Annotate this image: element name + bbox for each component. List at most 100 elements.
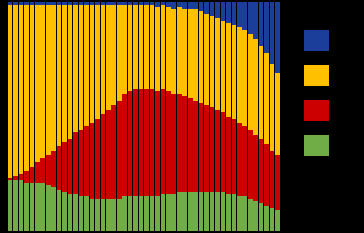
Bar bbox=[46, 155, 51, 185]
Bar bbox=[237, 27, 242, 123]
Bar bbox=[232, 119, 236, 194]
Bar bbox=[182, 2, 187, 9]
Bar bbox=[215, 18, 220, 110]
Bar bbox=[215, 192, 220, 231]
Bar bbox=[79, 196, 83, 231]
Bar bbox=[62, 192, 67, 231]
Bar bbox=[29, 5, 34, 167]
Bar bbox=[259, 2, 264, 46]
Bar bbox=[242, 30, 247, 126]
Bar bbox=[35, 2, 40, 5]
Bar bbox=[40, 5, 45, 158]
Bar bbox=[46, 2, 51, 5]
Bar bbox=[270, 151, 274, 208]
Bar bbox=[155, 91, 160, 196]
Bar bbox=[161, 194, 165, 231]
Bar bbox=[40, 2, 45, 5]
Bar bbox=[68, 5, 72, 139]
Bar bbox=[122, 196, 127, 231]
Bar bbox=[253, 2, 258, 39]
Bar bbox=[226, 23, 231, 117]
Bar bbox=[29, 167, 34, 183]
Bar bbox=[259, 139, 264, 203]
Bar bbox=[253, 135, 258, 201]
Bar bbox=[111, 105, 116, 199]
Bar bbox=[68, 2, 72, 5]
Bar bbox=[13, 176, 18, 180]
Bar bbox=[40, 183, 45, 231]
Bar bbox=[13, 180, 18, 231]
Bar bbox=[57, 2, 62, 5]
Bar bbox=[35, 183, 40, 231]
Bar bbox=[161, 2, 165, 5]
Bar bbox=[84, 196, 89, 231]
Bar bbox=[248, 34, 253, 130]
Bar bbox=[19, 2, 23, 5]
Bar bbox=[155, 196, 160, 231]
Bar bbox=[40, 158, 45, 183]
Bar bbox=[133, 5, 138, 89]
Bar bbox=[106, 5, 111, 110]
Bar bbox=[248, 199, 253, 231]
Bar bbox=[253, 39, 258, 135]
Bar bbox=[237, 123, 242, 196]
Bar bbox=[133, 196, 138, 231]
Bar bbox=[166, 7, 171, 91]
Bar bbox=[84, 126, 89, 196]
Bar bbox=[242, 2, 247, 30]
Bar bbox=[264, 2, 269, 53]
Bar bbox=[19, 5, 23, 174]
Bar bbox=[264, 144, 269, 206]
Bar bbox=[73, 2, 78, 5]
Bar bbox=[90, 5, 94, 123]
Bar bbox=[270, 2, 274, 64]
Bar bbox=[221, 112, 225, 192]
Bar bbox=[139, 5, 143, 89]
Bar bbox=[199, 103, 203, 192]
Bar bbox=[122, 2, 127, 5]
Bar bbox=[128, 2, 132, 5]
Bar bbox=[210, 192, 214, 231]
Bar bbox=[8, 178, 12, 180]
Bar bbox=[177, 94, 182, 192]
Bar bbox=[171, 94, 176, 194]
Bar bbox=[188, 2, 193, 9]
Bar bbox=[35, 162, 40, 183]
Bar bbox=[117, 2, 122, 5]
Bar bbox=[133, 2, 138, 5]
Bar bbox=[79, 130, 83, 196]
Bar bbox=[275, 2, 280, 73]
Bar bbox=[106, 110, 111, 199]
Bar bbox=[144, 196, 149, 231]
Bar bbox=[199, 11, 203, 103]
Bar bbox=[84, 2, 89, 5]
Bar bbox=[150, 89, 154, 196]
Bar bbox=[182, 192, 187, 231]
Bar bbox=[248, 130, 253, 199]
Bar bbox=[166, 91, 171, 194]
Bar bbox=[182, 9, 187, 96]
Bar bbox=[100, 199, 105, 231]
Bar bbox=[204, 2, 209, 14]
Bar bbox=[90, 2, 94, 5]
Bar bbox=[57, 146, 62, 190]
Bar bbox=[128, 91, 132, 196]
Bar bbox=[264, 53, 269, 144]
Bar bbox=[24, 183, 29, 231]
Bar bbox=[73, 133, 78, 194]
Bar bbox=[171, 9, 176, 94]
Bar bbox=[19, 180, 23, 231]
Bar bbox=[221, 21, 225, 112]
Bar bbox=[8, 5, 12, 178]
Bar bbox=[253, 201, 258, 231]
Bar bbox=[188, 192, 193, 231]
Bar bbox=[51, 151, 56, 187]
Bar bbox=[188, 98, 193, 192]
Bar bbox=[24, 5, 29, 171]
Bar bbox=[95, 5, 100, 119]
Bar bbox=[150, 196, 154, 231]
Bar bbox=[8, 2, 12, 5]
Bar bbox=[117, 100, 122, 199]
Bar bbox=[150, 5, 154, 89]
Bar bbox=[111, 2, 116, 5]
